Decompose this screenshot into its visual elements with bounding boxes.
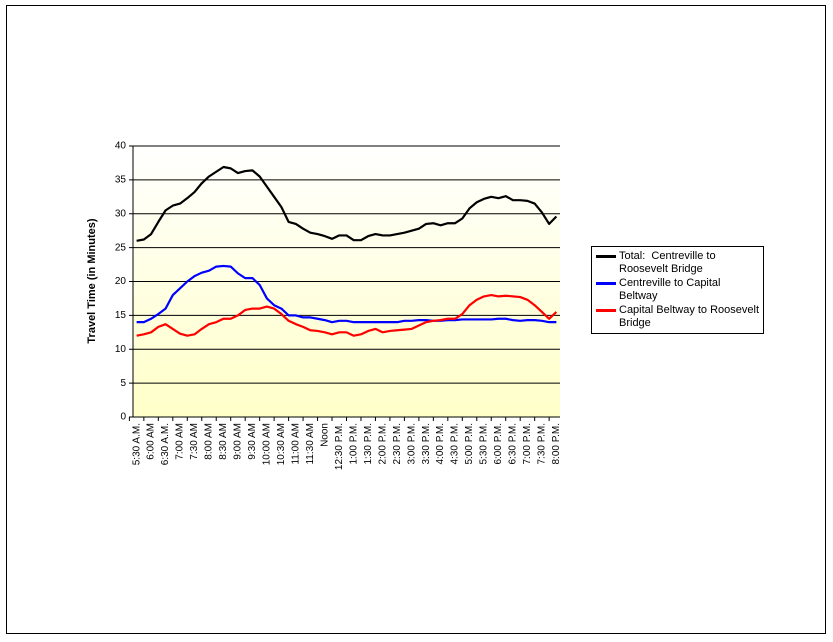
line-series <box>136 264 557 324</box>
x-tick-label: 1:30 P.M. <box>363 423 374 465</box>
x-tick-label: 12:30 P.M. <box>334 423 345 470</box>
x-tick-label: 4:30 P.M. <box>450 423 461 465</box>
x-tick-label: Noon <box>319 423 330 447</box>
legend: Total: Centreville to Roosevelt Bridge Ce… <box>591 246 764 334</box>
x-tick-label: 9:00 AM <box>233 423 244 460</box>
x-tick-label: 8:00 P.M. <box>551 423 562 465</box>
legend-label: Capital Beltway to Roosevelt Bridge <box>619 304 763 329</box>
frame <box>6 5 826 634</box>
x-tick-label: 5:30 A.M. <box>131 423 142 465</box>
x-tick-label: 2:00 P.M. <box>377 423 388 465</box>
x-tick-label: 9:30 AM <box>247 423 258 460</box>
y-tick-label: 35 <box>115 175 127 186</box>
line-series <box>136 293 558 337</box>
legend-label: Centreville to Capital Beltway <box>619 277 724 302</box>
x-tick-label: 7:30 AM <box>189 423 200 460</box>
x-tick-label: 2:30 P.M. <box>392 423 403 465</box>
x-tick-label: 5:30 P.M. <box>479 423 490 465</box>
line-series <box>136 165 558 242</box>
legend-label: Total: Centreville to Roosevelt Bridge <box>619 250 719 275</box>
y-tick-label: 40 <box>115 141 127 152</box>
x-tick-label: 7:30 P.M. <box>537 423 548 465</box>
x-tick-label: 10:30 AM <box>276 423 287 465</box>
x-tick-label: 6:00 P.M. <box>493 423 504 465</box>
x-tick-label: 5:00 P.M. <box>464 423 475 465</box>
x-tick-label: 7:00 P.M. <box>522 423 533 465</box>
y-tick-label: 15 <box>115 310 127 321</box>
x-tick-label: 6:00 AM <box>146 423 157 460</box>
legend-item: Centreville to Capital Beltway <box>594 277 761 303</box>
x-tick-label: 6:30 A.M. <box>160 423 171 465</box>
x-tick-label: 7:00 AM <box>175 423 186 460</box>
y-tick-label: 25 <box>115 242 127 253</box>
x-tick-label: 3:00 P.M. <box>406 423 417 465</box>
x-tick-label: 11:00 AM <box>290 423 301 465</box>
x-tick-label: 8:30 AM <box>218 423 229 460</box>
legend-swatch <box>596 309 616 312</box>
y-tick-label: 5 <box>120 378 126 389</box>
x-tick-label: 6:30 P.M. <box>508 423 519 465</box>
x-tick-label: 11:30 AM <box>305 423 316 465</box>
x-tick-label: 8:00 AM <box>204 423 215 460</box>
legend-item: Capital Beltway to Roosevelt Bridge <box>594 304 761 330</box>
y-tick-label: 20 <box>115 276 127 287</box>
y-tick-label: 0 <box>120 412 126 423</box>
y-axis-title: Travel Time (in Minutes) <box>86 218 98 343</box>
legend-swatch <box>596 282 616 285</box>
x-tick-label: 4:00 P.M. <box>435 423 446 465</box>
x-tick-label: 10:00 AM <box>262 423 273 465</box>
y-tick-label: 30 <box>115 208 127 219</box>
legend-swatch <box>596 255 616 258</box>
y-tick-label: 10 <box>115 344 127 355</box>
x-tick-label: 3:30 P.M. <box>421 423 432 465</box>
legend-item: Total: Centreville to Roosevelt Bridge <box>594 250 761 276</box>
x-tick-label: 1:00 P.M. <box>348 423 359 465</box>
